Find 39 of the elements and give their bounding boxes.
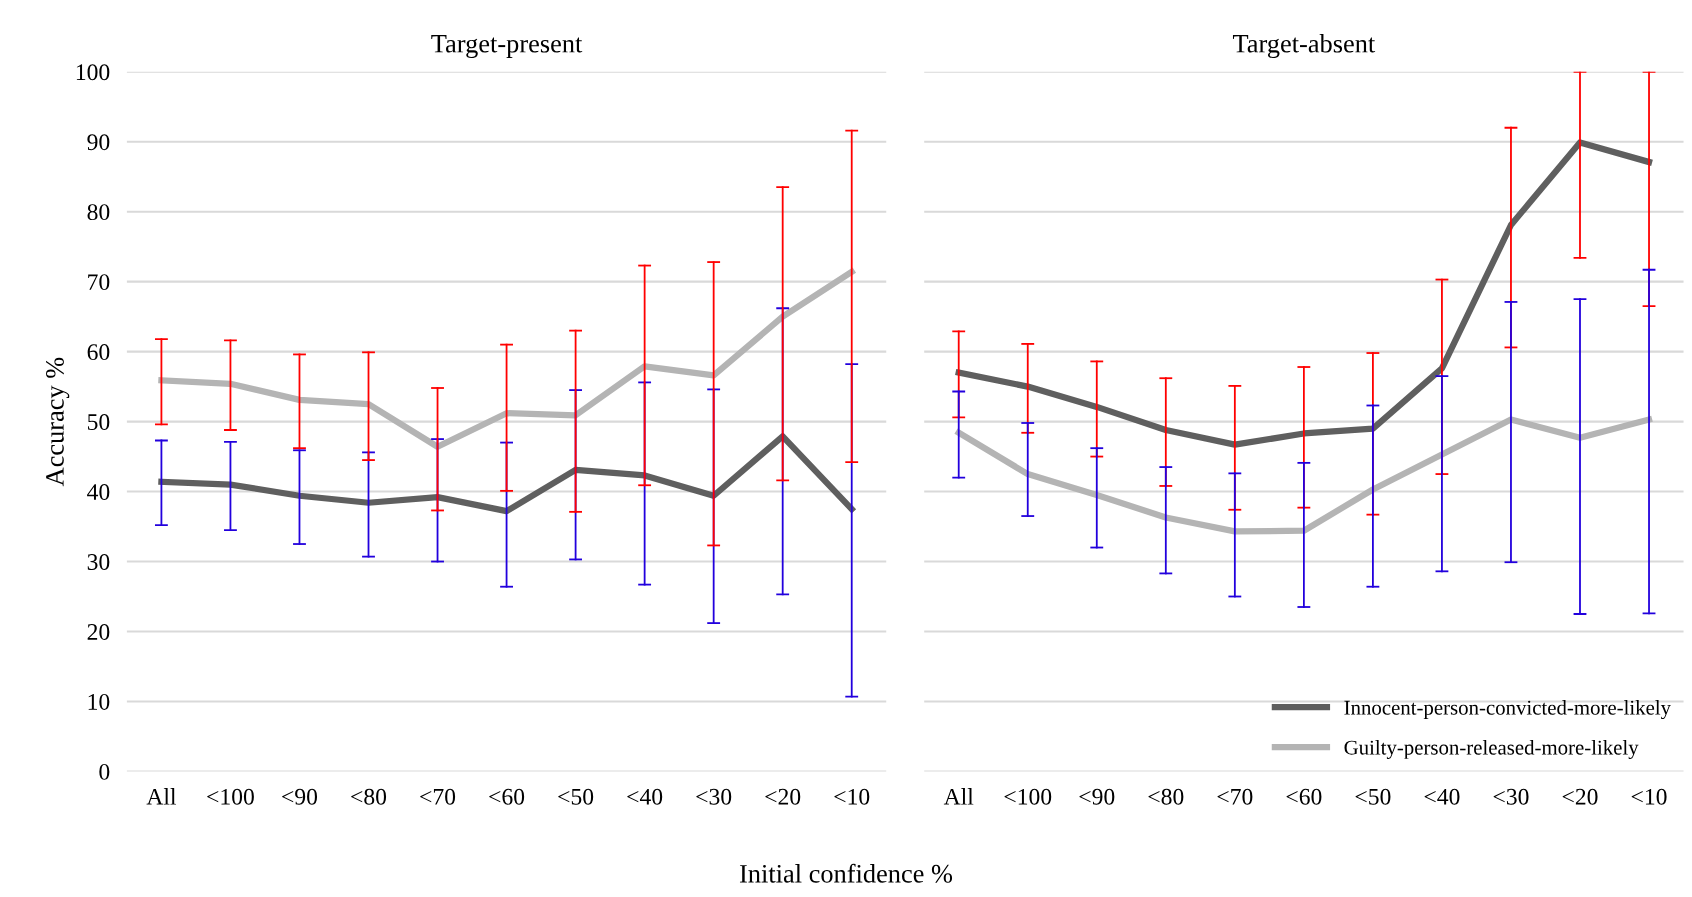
x-tick-label: <80 [351,788,387,805]
y-tick-label: 100 [76,64,110,81]
legend-label: Guilty-person-released-more-likely [1344,739,1639,759]
x-tick-label: <40 [1424,788,1460,805]
legend-label: Innocent-person-convicted-more-likely [1344,700,1671,720]
y-tick-label: 30 [87,554,110,570]
x-tick-label: <30 [1493,788,1529,805]
x-tick-label: <90 [282,788,318,805]
x-tick-label: All [146,788,177,805]
x-tick-label: <10 [1631,788,1667,805]
x-tick-label: <70 [1217,788,1253,805]
y-tick-label: 20 [87,623,110,640]
y-tick-label: 60 [87,344,110,361]
x-axis-title: Initial confidence % [739,863,953,883]
x-tick-label: <40 [627,788,663,805]
x-tick-label: <30 [696,788,732,805]
y-tick-label: 0 [99,763,110,780]
x-tick-label: <70 [420,788,456,805]
x-tick-label: <50 [1355,788,1391,805]
y-tick-label: 50 [87,414,110,431]
x-tick-label: All [943,788,974,805]
y-axis-title: Accuracy % [46,357,70,487]
y-tick-label: 40 [87,484,110,500]
x-tick-label: <20 [765,788,801,805]
x-tick-label: <60 [1286,788,1322,805]
x-tick-label: <100 [207,788,254,805]
x-tick-label: <10 [834,788,870,805]
y-tick-label: 70 [88,274,110,291]
y-tick-label: 10 [88,693,110,710]
x-tick-label: <80 [1148,788,1184,805]
x-tick-label: <60 [489,788,525,805]
y-tick-label: 80 [87,204,110,221]
chart-title: Target-present [431,35,583,59]
chart-title: Target-absent [1232,34,1376,59]
x-tick-label: <20 [1562,788,1598,805]
x-tick-label: <50 [558,788,594,805]
y-tick-label: 90 [87,134,110,151]
x-tick-label: <90 [1079,788,1115,805]
x-tick-label: <100 [1004,788,1052,805]
